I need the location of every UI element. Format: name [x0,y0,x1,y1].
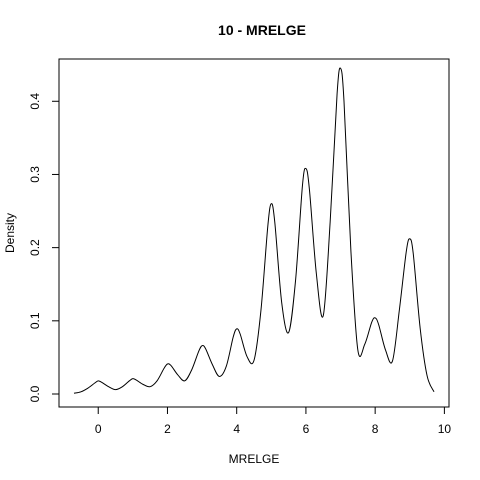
x-axis-label: MRELGE [229,452,280,466]
x-tick-label: 8 [372,422,379,436]
plot-frame [58,58,450,408]
x-tick-label: 10 [438,422,452,436]
y-tick-label: 0.1 [28,312,42,329]
x-tick-label: 2 [164,422,171,436]
y-axis-label: Density [3,213,17,253]
y-axis: 0.0 0.1 0.2 0.3 0.4 [28,93,60,402]
x-tick-label: 0 [95,422,102,436]
y-tick-label: 0.4 [28,93,42,110]
x-tick-label: 4 [233,422,240,436]
chart-title: 10 - MRELGE [218,22,306,38]
x-tick-label: 6 [303,422,310,436]
x-axis: 0 2 4 6 8 10 [95,406,452,436]
y-tick-label: 0.0 [28,385,42,402]
y-tick-label: 0.3 [28,166,42,183]
density-curve [73,67,435,394]
y-tick-label: 0.2 [28,239,42,256]
